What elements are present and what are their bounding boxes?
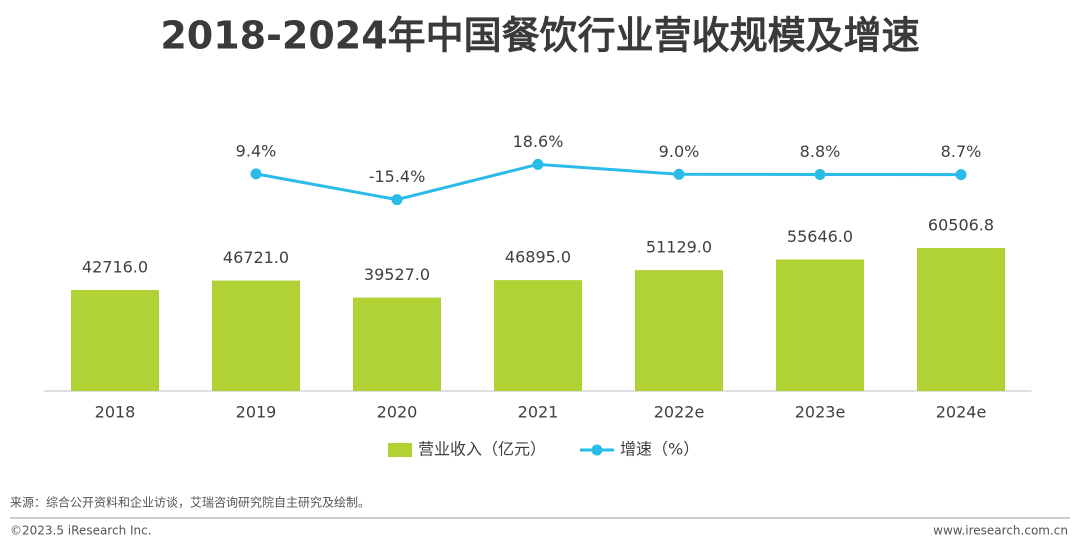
source-note: 来源：综合公开资料和企业访谈，艾瑞咨询研究院自主研究及绘制。: [10, 495, 370, 510]
line-point: [673, 168, 685, 180]
bar-value-label: 39527.0: [364, 265, 430, 284]
bar-value-label: 55646.0: [787, 227, 853, 246]
line-point: [391, 194, 403, 206]
bar: [635, 270, 723, 391]
line-point: [955, 169, 967, 181]
x-tick-label: 2018: [95, 403, 136, 422]
line-point: [532, 158, 544, 170]
line-value-label: 18.6%: [513, 132, 564, 151]
legend-swatch-dot: [591, 444, 603, 456]
bar-value-label: 46721.0: [223, 248, 289, 267]
legend-label: 增速（%）: [620, 440, 699, 459]
line-value-label: 9.4%: [236, 141, 277, 160]
x-tick-label: 2023e: [795, 403, 846, 422]
bar: [71, 290, 159, 391]
line-value-label: 8.8%: [800, 142, 841, 161]
x-tick-label: 2019: [236, 403, 277, 422]
copyright: ©2023.5 iResearch Inc.: [10, 524, 152, 538]
bar: [917, 247, 1005, 391]
line: [255, 162, 962, 202]
x-tick-label: 2020: [377, 403, 418, 422]
bar: [776, 259, 864, 391]
legend-label: 营业收入（亿元）: [418, 440, 546, 459]
legend-swatch: [388, 443, 412, 457]
bar: [212, 280, 300, 391]
bar: [494, 280, 582, 391]
bar-value-label: 51129.0: [646, 238, 712, 257]
x-tick-label: 2022e: [654, 403, 705, 422]
bar: [353, 297, 441, 391]
website: www.iresearch.com.cn: [933, 524, 1068, 538]
bar-value-label: 60506.8: [928, 215, 994, 234]
bar-value-label: 46895.0: [505, 248, 571, 267]
line-point: [250, 168, 262, 180]
line-value-label: 9.0%: [659, 142, 700, 161]
line-value-label: 8.7%: [941, 142, 982, 161]
line-point: [814, 169, 826, 181]
line-value-label: -15.4%: [369, 167, 426, 186]
x-tick-label: 2021: [518, 403, 559, 422]
x-tick-label: 2024e: [936, 403, 987, 422]
bar-value-label: 42716.0: [82, 258, 148, 277]
chart-title: 2018-2024年中国餐饮行业营收规模及增速: [160, 14, 919, 58]
